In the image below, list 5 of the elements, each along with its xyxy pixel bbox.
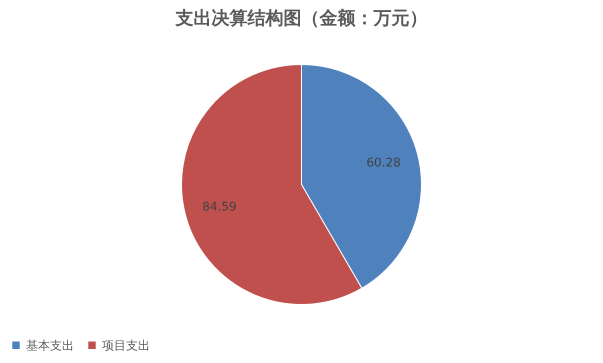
legend-label: 项目支出	[102, 338, 150, 352]
data-label: 60.28	[366, 155, 401, 170]
data-label: 84.59	[202, 200, 237, 214]
chart-title: 支出决算结构图（金额：万元）	[174, 8, 428, 29]
legend-label: 基本支出	[26, 338, 74, 352]
